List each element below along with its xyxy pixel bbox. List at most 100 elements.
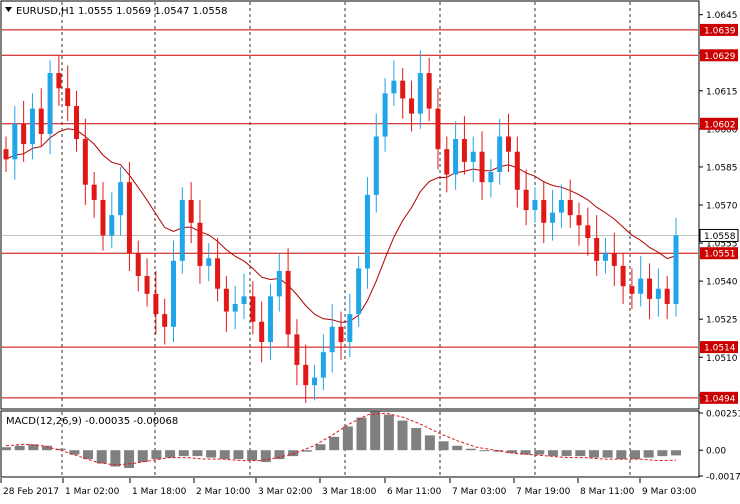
macd-histogram-bar [384,415,394,451]
candle-body [321,352,326,377]
candle-body [471,152,476,162]
macd-histogram-bar [343,426,353,450]
macd-histogram-bar [97,450,107,463]
candle-body [215,258,220,288]
macd-tick-label: 0.00 [706,447,726,457]
candle-body [242,296,247,304]
candle-body [427,73,432,109]
macd-histogram-bar [261,450,271,462]
time-label: 7 Mar 03:00 [452,487,507,497]
candle-body [118,182,123,215]
macd-axis[interactable]: 0.00251 0.00 -0.00174 [699,410,740,483]
symbol-title: EURUSD,H1 [16,6,75,17]
candle-body [453,139,458,175]
macd-histogram-bar [425,435,435,450]
candle-body [189,200,194,223]
candle-body [559,200,564,213]
time-label: 1 Mar 18:00 [132,487,187,497]
macd-histogram-bar [315,444,325,450]
macd-histogram-bar [124,450,134,468]
candle-body [153,294,158,314]
candle-body [391,81,396,94]
candle-body [638,279,643,294]
candle-body [286,271,291,334]
candle-body [532,200,537,210]
candle-body [250,296,255,321]
candle-body [92,185,97,200]
candle-body [127,182,132,253]
price-tick-label: 1.0525 [706,316,738,326]
macd-histogram-bar [439,441,449,450]
candle-body [621,266,626,286]
candle-body [339,327,344,342]
candle-body [224,289,229,312]
level-price-label: 1.0551 [704,250,736,260]
candle-body [74,106,79,139]
candle-body [65,88,70,106]
macd-histogram-bar [657,450,667,456]
price-tick-label: 1.0510 [706,354,738,364]
time-label: 7 Mar 19:00 [516,487,571,497]
macd-histogram-bar [398,421,408,451]
macd-histogram-bar [138,450,148,462]
candle-body [577,215,582,225]
price-tick-label: 1.0540 [706,278,738,288]
macd-histogram-bar [562,450,572,456]
candle-body [409,98,414,113]
candle-body [629,286,634,294]
candle-body [374,136,379,194]
candle-body [435,109,440,150]
candle-body [497,136,502,172]
candle-body [303,365,308,385]
candle-body [136,253,141,276]
macd-histogram-bar [603,450,613,457]
candle-body [365,195,370,269]
price-tick-label: 1.0645 [706,11,738,21]
macd-histogram-bar [110,450,120,466]
price-axis[interactable]: 1.06451.06301.06151.06001.05851.05701.05… [699,11,738,404]
candle-body [330,327,335,352]
time-axis[interactable]: 28 Feb 2017 1 Mar 02:00 1 Mar 18:00 2 Mar 1… [1,478,697,497]
macd-histogram-bar [466,449,476,450]
candle-body [277,271,282,296]
macd-histogram-bar [329,437,339,450]
time-label: 6 Mar 11:00 [387,487,442,497]
macd-histogram-bar [671,450,681,455]
candle-body [48,73,53,134]
candle-body [30,109,35,145]
macd-histogram-bar [616,450,626,459]
time-label: 9 Mar 03:00 [642,487,697,497]
macd-histogram-bar [179,450,189,456]
macd-histogram-bar [411,428,421,450]
candle-body [524,190,529,210]
candle-body [568,200,573,215]
candle-body [665,289,670,304]
candle-body [541,200,546,223]
level-price-label: 1.0639 [704,26,736,36]
macd-histogram-bar [357,418,367,451]
candle-body [21,124,26,144]
candle-body [647,279,652,299]
macd-title: MACD(12,26,9) -0.00035 -0.00068 [6,416,178,427]
candle-body [206,258,211,266]
macd-histogram-bar [370,412,380,451]
macd-histogram-bar [206,450,216,457]
macd-histogram-bar [452,446,462,450]
time-label: 1 Mar 02:00 [65,487,120,497]
macd-histogram-bar [1,447,11,450]
macd-histogram-bar [480,450,490,451]
macd-histogram-bar [548,450,558,456]
candle-body [109,215,114,235]
time-label: 8 Mar 11:00 [580,487,635,497]
macd-histogram-bar [589,450,599,457]
macd-histogram-bar [534,450,544,454]
level-price-label: 1.0494 [704,394,736,404]
candle-body [594,238,599,261]
candle-body [162,314,167,327]
candle-body [506,136,511,151]
level-price-label: 1.0602 [704,120,736,130]
candle-body [83,139,88,185]
candle-body [356,268,361,314]
